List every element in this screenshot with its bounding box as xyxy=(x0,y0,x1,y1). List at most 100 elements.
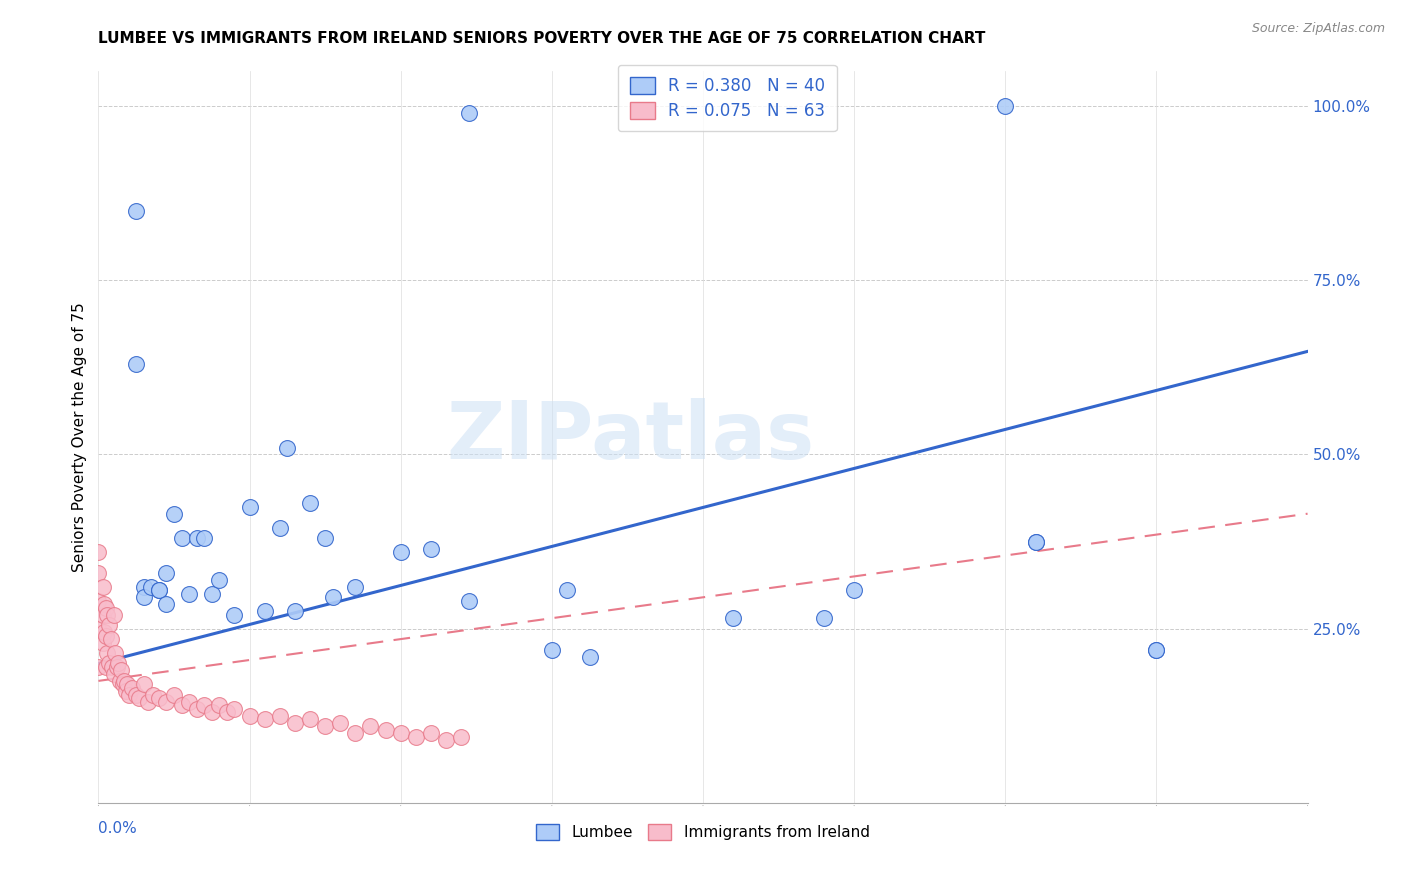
Point xyxy=(94,600,117,615)
Point xyxy=(98,618,121,632)
Point xyxy=(155,597,177,611)
Point xyxy=(136,695,159,709)
Point xyxy=(457,594,479,608)
Point xyxy=(121,681,143,695)
Point xyxy=(389,726,412,740)
Text: ZIPatlas: ZIPatlas xyxy=(446,398,814,476)
Point xyxy=(344,726,367,740)
Point xyxy=(141,580,163,594)
Point xyxy=(112,673,135,688)
Point xyxy=(87,622,110,636)
Y-axis label: Seniors Poverty Over the Age of 75: Seniors Poverty Over the Age of 75 xyxy=(72,302,87,572)
Point xyxy=(208,698,231,713)
Legend: Lumbee, Immigrants from Ireland: Lumbee, Immigrants from Ireland xyxy=(530,818,876,847)
Point xyxy=(420,726,443,740)
Text: 0.0%: 0.0% xyxy=(98,821,138,836)
Point xyxy=(94,629,117,643)
Point xyxy=(148,691,170,706)
Point xyxy=(994,99,1017,113)
Point xyxy=(125,688,148,702)
Point xyxy=(186,702,208,716)
Point xyxy=(201,587,224,601)
Text: Source: ZipAtlas.com: Source: ZipAtlas.com xyxy=(1251,22,1385,36)
Point xyxy=(179,695,201,709)
Point xyxy=(269,708,291,723)
Point xyxy=(224,702,246,716)
Point xyxy=(344,580,367,594)
Point xyxy=(253,712,276,726)
Point xyxy=(405,730,427,744)
Point xyxy=(193,531,215,545)
Point xyxy=(284,604,307,618)
Point xyxy=(148,583,170,598)
Point xyxy=(284,715,307,730)
Point xyxy=(87,594,110,608)
Point xyxy=(125,357,148,371)
Point xyxy=(163,688,186,702)
Point xyxy=(723,611,745,625)
Point xyxy=(360,719,382,733)
Point xyxy=(105,660,128,674)
Point xyxy=(104,646,127,660)
Point xyxy=(132,677,155,691)
Point xyxy=(114,684,136,698)
Point xyxy=(299,712,322,726)
Point xyxy=(314,719,336,733)
Point xyxy=(87,566,110,580)
Point xyxy=(555,583,578,598)
Point xyxy=(100,632,122,646)
Point xyxy=(253,604,276,618)
Point xyxy=(155,566,177,580)
Point xyxy=(87,545,110,559)
Point xyxy=(91,580,114,594)
Point xyxy=(132,580,155,594)
Point xyxy=(111,677,134,691)
Point xyxy=(314,531,336,545)
Point xyxy=(128,691,150,706)
Point xyxy=(1024,534,1046,549)
Point xyxy=(98,657,121,671)
Point xyxy=(91,607,114,622)
Point xyxy=(108,673,131,688)
Point xyxy=(163,507,186,521)
Point xyxy=(208,573,231,587)
Point xyxy=(193,698,215,713)
Point xyxy=(434,733,457,747)
Point xyxy=(107,657,129,671)
Point xyxy=(170,531,193,545)
Point xyxy=(94,660,117,674)
Point xyxy=(239,500,262,514)
Point xyxy=(186,531,208,545)
Point xyxy=(1144,642,1167,657)
Point xyxy=(457,106,479,120)
Point xyxy=(201,705,224,719)
Point xyxy=(91,635,114,649)
Point xyxy=(269,521,291,535)
Point xyxy=(96,607,118,622)
Point xyxy=(322,591,344,605)
Point xyxy=(389,545,412,559)
Point xyxy=(96,646,118,660)
Point xyxy=(103,667,125,681)
Point xyxy=(578,649,600,664)
Point xyxy=(540,642,562,657)
Point xyxy=(1144,642,1167,657)
Point xyxy=(224,607,246,622)
Point xyxy=(103,607,125,622)
Point xyxy=(115,677,138,691)
Point xyxy=(374,723,396,737)
Point xyxy=(93,597,115,611)
Point xyxy=(93,625,115,640)
Point xyxy=(276,441,298,455)
Point xyxy=(125,203,148,218)
Point xyxy=(844,583,866,598)
Point xyxy=(110,664,132,678)
Point xyxy=(215,705,238,719)
Point xyxy=(420,541,443,556)
Point xyxy=(118,688,141,702)
Point xyxy=(450,730,472,744)
Point xyxy=(87,660,110,674)
Point xyxy=(155,695,177,709)
Point xyxy=(179,587,201,601)
Point xyxy=(299,496,322,510)
